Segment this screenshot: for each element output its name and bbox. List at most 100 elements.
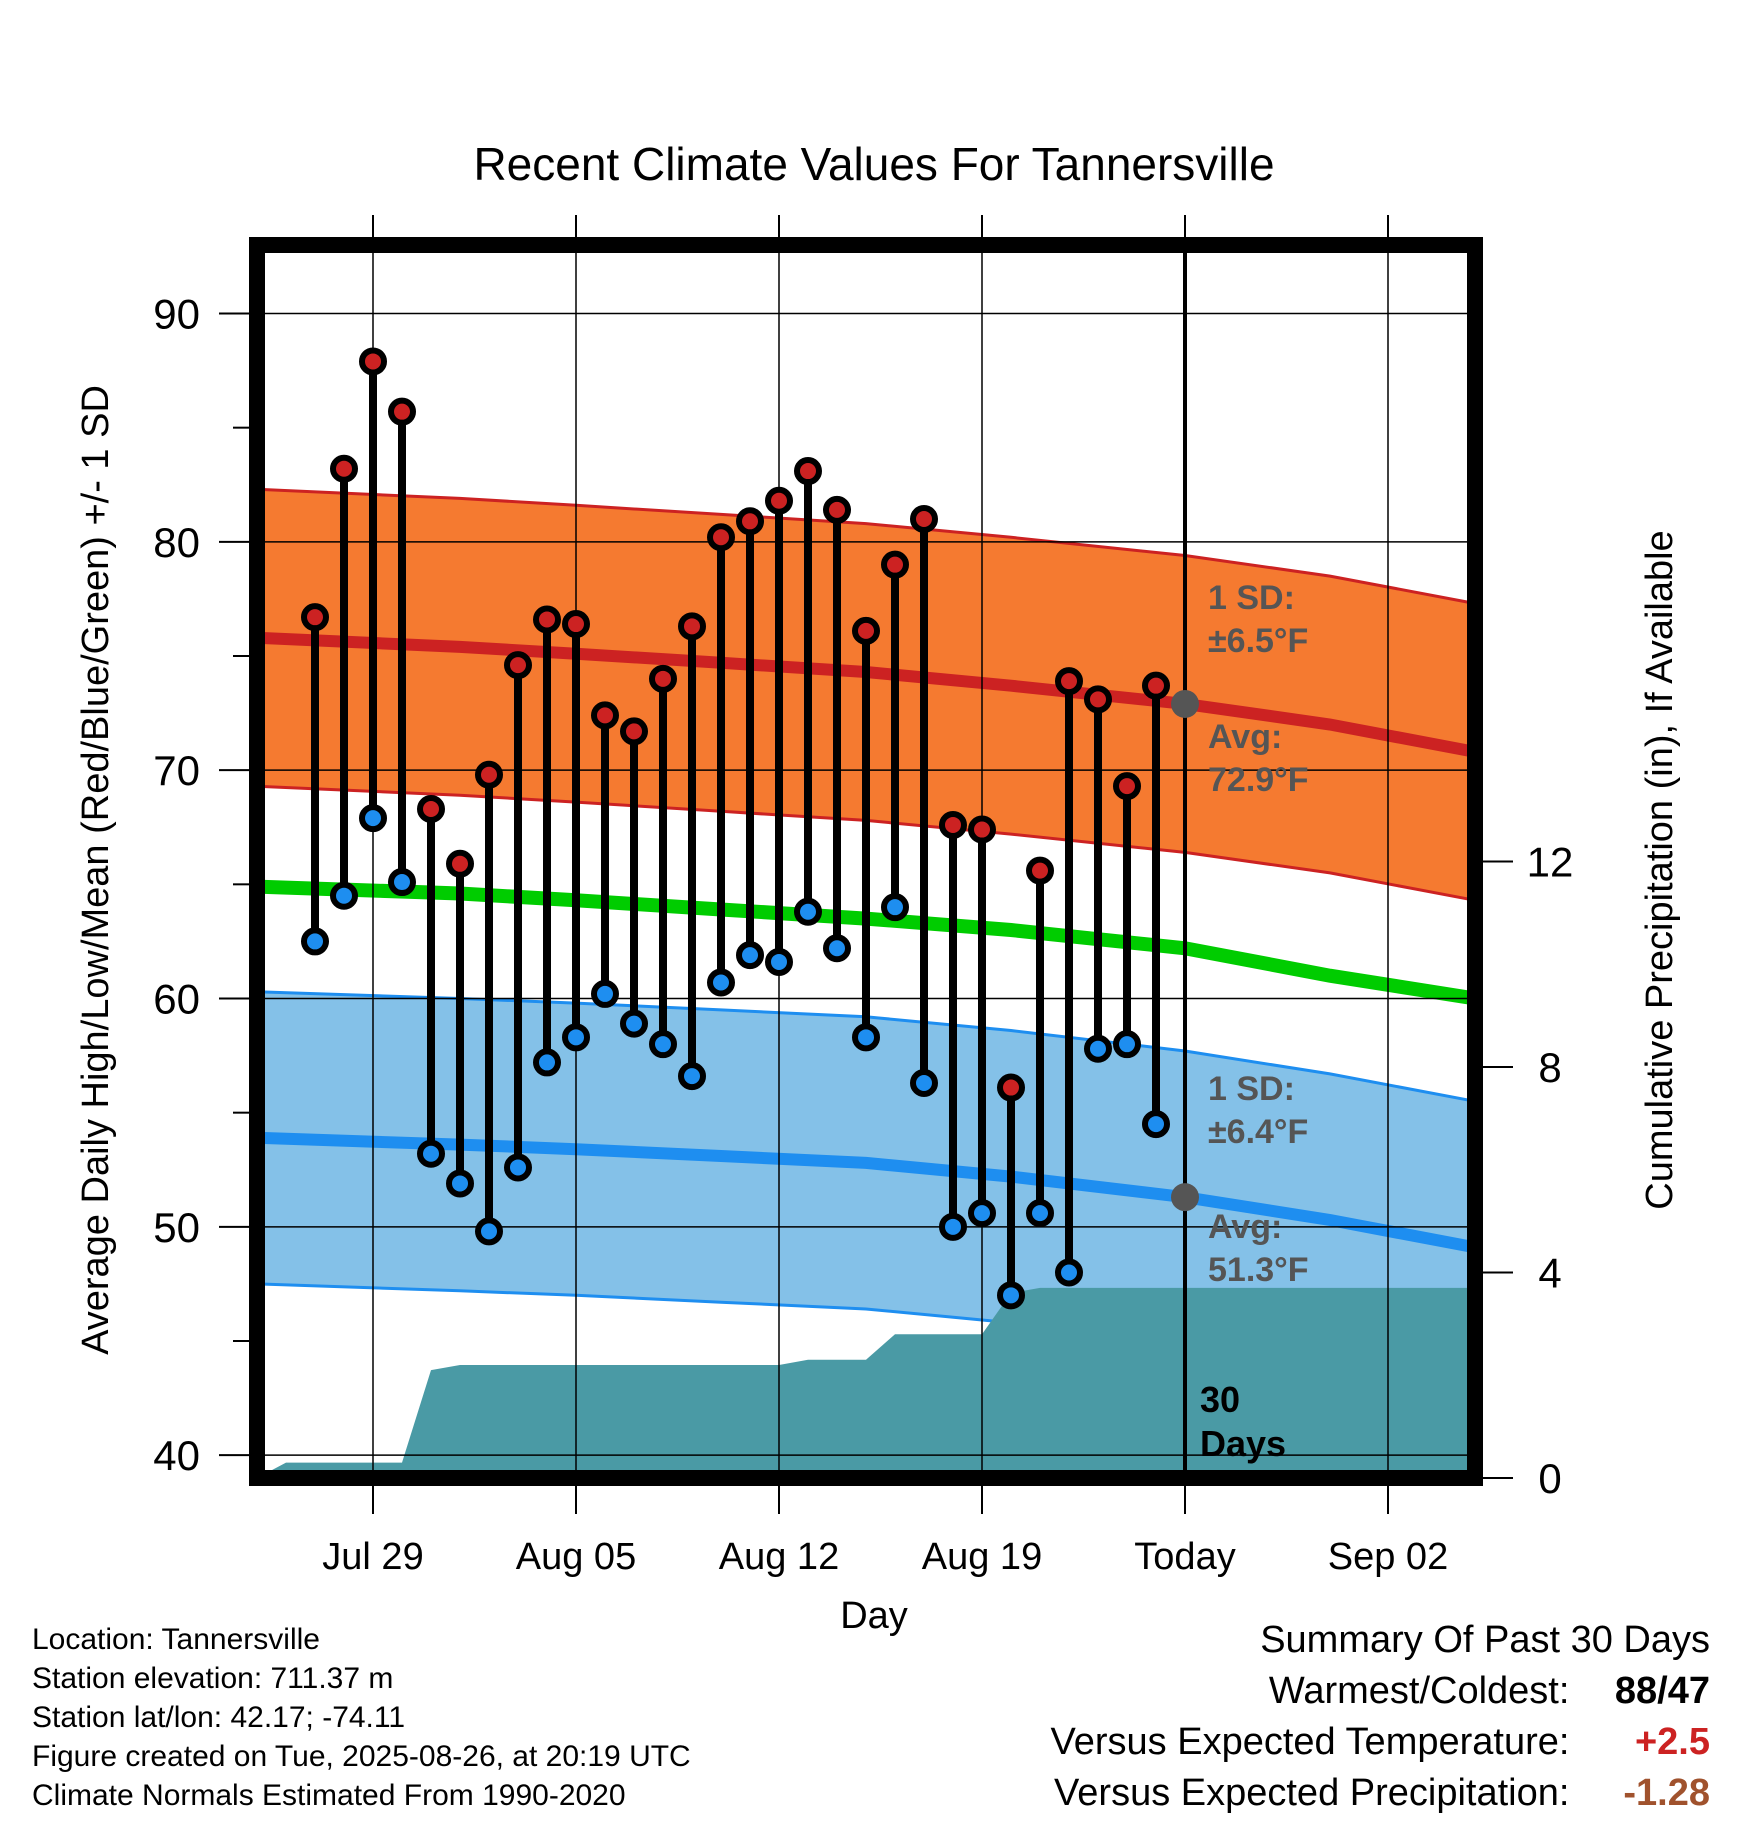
daily-low-point-18	[823, 934, 851, 963]
y-tick-label-50: 50	[153, 1204, 200, 1251]
daily-high-point-7	[504, 651, 532, 680]
daily-low-point-6	[475, 1217, 503, 1246]
daily-high-point-17	[794, 457, 822, 486]
daily-low-point-12	[649, 1030, 677, 1059]
cumulative-precip-area	[257, 1287, 1475, 1478]
daily-high-point-15	[736, 507, 764, 536]
y-tick-label-40: 40	[153, 1432, 200, 1479]
daily-low-point-3	[388, 868, 416, 897]
daily-high-point-28	[1113, 772, 1141, 801]
daily-low-point-22	[939, 1212, 967, 1241]
daily-high-point-13	[678, 612, 706, 641]
daily-low-point-7	[504, 1153, 532, 1182]
low-sd-label-line2: ±6.4°F	[1208, 1113, 1308, 1151]
daily-high-point-21	[910, 505, 938, 533]
days-label-line2: Days	[1200, 1423, 1286, 1464]
daily-low-point-28	[1113, 1030, 1141, 1059]
daily-low-point-8	[533, 1048, 561, 1077]
daily-high-point-8	[533, 605, 561, 634]
warmest-value: 88	[1614, 1670, 1658, 1712]
y2-tick-label-0: 0	[1538, 1455, 1561, 1502]
x-tick-label-2025-08-05: Aug 05	[516, 1536, 636, 1578]
annotation-group: 1 SD: ±6.5°F Avg: 72.9°F 1 SD: ±6.4°F Av…	[1208, 579, 1309, 1289]
plot-layer: 40 50 60 70 80 90 0 4 8 12 Jul 29 Aug 05 Aug 12 Aug 1…	[153, 215, 1573, 1578]
days-label-line1: 30	[1200, 1379, 1240, 1420]
daily-high-point-27	[1084, 685, 1112, 714]
today-high-avg-marker	[1171, 689, 1199, 718]
location-text: Location: Tannersville	[32, 1623, 320, 1656]
daily-low-point-2	[359, 804, 387, 833]
daily-high-point-0	[301, 603, 329, 632]
elevation-text: Station elevation: 711.37 m	[32, 1662, 394, 1695]
daily-high-point-16	[765, 486, 793, 515]
low-sd-label-line1: 1 SD:	[1208, 1070, 1295, 1108]
coldest-value: 47	[1667, 1670, 1710, 1712]
daily-high-point-25	[1026, 856, 1054, 885]
daily-high-point-9	[562, 610, 590, 639]
high-sd-upper-edge	[256, 487, 1476, 605]
daily-low-point-19	[852, 1023, 880, 1052]
daily-low-point-9	[562, 1023, 590, 1052]
warm-cold-row: Warmest/Coldest: 88/47	[1051, 1666, 1710, 1717]
daily-low-point-11	[620, 1009, 648, 1038]
y-tick-label-60: 60	[153, 976, 200, 1023]
y2-axis-label: Cumulative Precipitation (in), If Availa…	[1639, 530, 1681, 1209]
daily-low-point-14	[707, 968, 735, 997]
daily-low-point-27	[1084, 1034, 1112, 1063]
normals-text: Climate Normals Estimated From 1990-2020	[32, 1779, 626, 1812]
daily-low-point-10	[591, 979, 619, 1008]
daily-low-point-5	[446, 1169, 474, 1198]
daily-high-point-1	[330, 454, 358, 483]
daily-high-point-23	[968, 815, 996, 844]
temp-value: +2.5	[1634, 1721, 1710, 1763]
daily-low-point-15	[736, 941, 764, 970]
daily-high-point-26	[1055, 667, 1083, 696]
chart-title: Recent Climate Values For Tannersville	[473, 138, 1274, 190]
daily-high-point-3	[388, 397, 416, 426]
high-avg-label-line2: 72.9°F	[1208, 761, 1309, 799]
temp-row: Versus Expected Temperature: +2.5	[1051, 1717, 1710, 1768]
x-axis-label: Day	[840, 1595, 908, 1637]
plot-frame	[249, 237, 1483, 1486]
daily-high-point-24	[997, 1073, 1025, 1102]
x-tick-label-2025-07-29: Jul 29	[322, 1536, 423, 1578]
daily-high-point-20	[881, 550, 909, 579]
daily-low-point-4	[417, 1139, 445, 1168]
daily-low-point-23	[968, 1199, 996, 1228]
daily-high-point-19	[852, 616, 880, 645]
daily-high-point-2	[359, 347, 387, 376]
x-tick-label-2025-08-12: Aug 12	[719, 1536, 839, 1578]
daily-high-point-18	[823, 495, 851, 524]
daily-low-point-25	[1026, 1199, 1054, 1228]
precip-label: Versus Expected Precipitation:	[1054, 1772, 1570, 1814]
precip-value: -1.28	[1623, 1772, 1710, 1814]
daily-high-point-4	[417, 794, 445, 823]
y-tick-label-80: 80	[153, 519, 200, 566]
daily-low-point-26	[1055, 1258, 1083, 1287]
x-tick-label-2025-08-19: Aug 19	[922, 1536, 1042, 1578]
y-tick-label-90: 90	[153, 291, 200, 338]
daily-high-point-5	[446, 849, 474, 878]
warm-cold-value: 88/47	[1614, 1670, 1710, 1712]
x-tick-label-2025-09-02: Sep 02	[1328, 1536, 1448, 1578]
daily-low-point-1	[330, 881, 358, 910]
latlon-text: Station lat/lon: 42.17; -74.11	[32, 1701, 406, 1734]
daily-low-point-17	[794, 897, 822, 926]
low-avg-label-line1: Avg:	[1208, 1208, 1282, 1246]
daily-low-point-16	[765, 947, 793, 976]
normal-low-line	[256, 1131, 1477, 1254]
daily-high-point-22	[939, 810, 967, 839]
y-axis-label: Average Daily High/Low/Mean (Red/Blue/Gr…	[75, 385, 117, 1355]
days-annotation: 30 Days	[1200, 1379, 1286, 1464]
station-info: Location: Tannersville Station elevation…	[32, 1620, 691, 1815]
summary-title: Summary Of Past 30 Days	[1260, 1619, 1710, 1661]
y2-tick-label-12: 12	[1527, 839, 1574, 886]
daily-high-point-10	[591, 701, 619, 730]
daily-low-point-20	[881, 893, 909, 922]
y2-tick-label-8: 8	[1538, 1044, 1561, 1091]
daily-low-point-24	[997, 1281, 1025, 1310]
daily-low-point-21	[910, 1068, 938, 1097]
warm-cold-label: Warmest/Coldest:	[1268, 1670, 1570, 1712]
daily-low-point-0	[301, 927, 329, 956]
